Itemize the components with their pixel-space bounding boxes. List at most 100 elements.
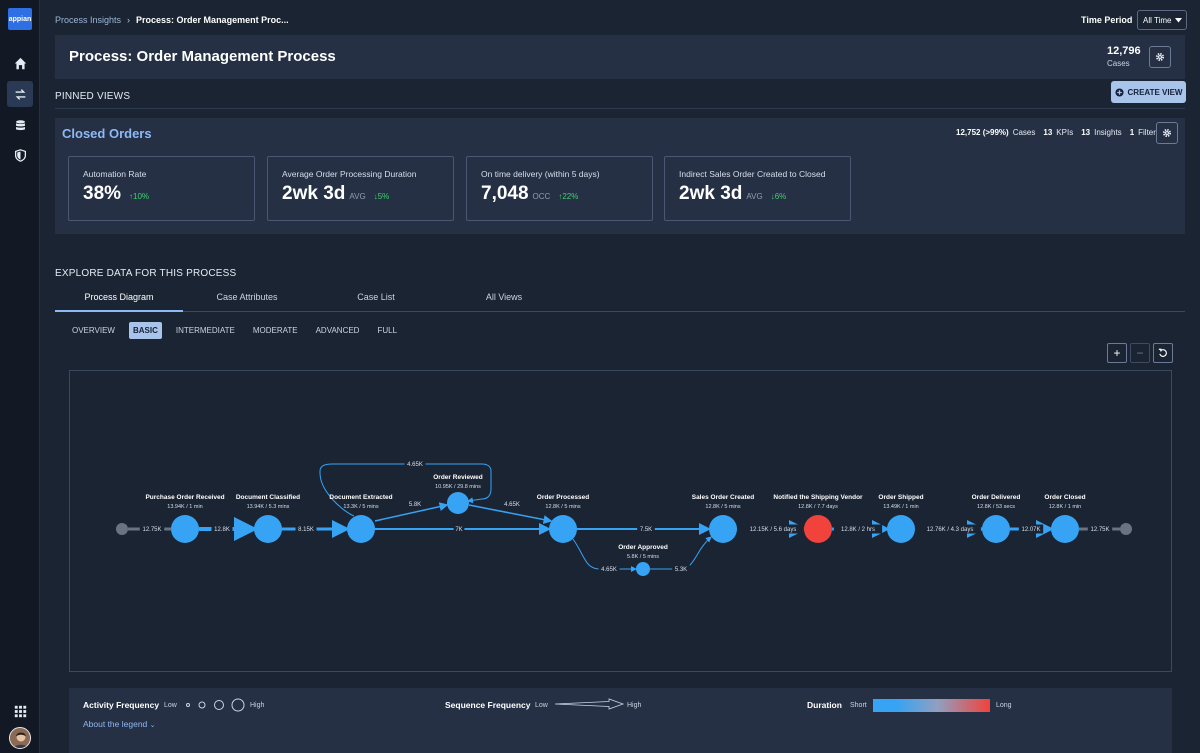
zoom-out-button[interactable]: −	[1130, 343, 1150, 363]
node-circle[interactable]	[636, 562, 650, 576]
home-icon[interactable]	[7, 50, 33, 76]
diagram-edge[interactable]: 4.65K	[468, 499, 553, 524]
node-circle[interactable]	[1120, 523, 1132, 535]
filters-stat-value: 1	[1129, 128, 1135, 137]
diagram-node[interactable]: Order Closed 12.8K / 1 min	[1044, 494, 1086, 543]
process-settings-button[interactable]	[1149, 46, 1171, 68]
diagram-node[interactable]: Sales Order Created 12.8K / 5 mins	[692, 494, 755, 543]
node-stats: 12.8K / 5 mins	[545, 504, 580, 510]
level-full[interactable]: FULL	[377, 326, 398, 335]
kpi-card[interactable]: Automation Rate 38% ↑10%	[68, 156, 255, 221]
diagram-edge[interactable]: 12.76K / 4.3 days	[915, 520, 985, 538]
node-circle[interactable]	[887, 515, 915, 543]
level-overview[interactable]: OVERVIEW	[72, 326, 115, 335]
diagram-node[interactable]: Order Processed 12.8K / 5 mins	[537, 494, 589, 543]
apps-grid-icon[interactable]	[7, 698, 33, 724]
diagram-edge[interactable]: 12.15K / 5.6 days	[737, 520, 807, 538]
level-moderate[interactable]: MODERATE	[252, 326, 298, 335]
activity-low-label: Low	[164, 702, 177, 709]
node-name: Order Shipped	[878, 494, 923, 501]
about-legend-link[interactable]: About the legend ⌄	[83, 719, 156, 729]
database-icon[interactable]	[7, 112, 33, 138]
about-legend-label: About the legend	[83, 719, 148, 729]
diagram-node[interactable]	[116, 523, 128, 535]
node-circle[interactable]	[804, 515, 832, 543]
diagram-node[interactable]: Document Extracted 13.3K / 5 mins	[329, 494, 393, 543]
breadcrumb-parent-link[interactable]: Process Insights	[55, 15, 122, 25]
time-period-select[interactable]: All Time	[1137, 10, 1187, 30]
diagram-edge[interactable]: 12.75K	[1079, 524, 1120, 534]
create-view-button[interactable]: CREATE VIEW	[1111, 81, 1186, 103]
edge-label-bg	[1018, 524, 1044, 534]
zoom-in-button[interactable]: +	[1107, 343, 1127, 363]
edge-label-bg	[406, 499, 424, 509]
edge-label-bg	[404, 459, 426, 469]
diagram-node[interactable]: Order Reviewed 10.95K / 29.8 mins	[433, 474, 483, 514]
kpi-card[interactable]: Indirect Sales Order Created to Closed 2…	[664, 156, 851, 221]
tab-case-attributes[interactable]: Case Attributes	[216, 292, 278, 302]
edge-label-bg	[919, 524, 981, 534]
gear-icon	[1155, 52, 1165, 62]
kpi-label: On time delivery (within 5 days)	[481, 169, 600, 179]
edge-label: 4.65K	[601, 567, 617, 573]
diagram-node[interactable]: Document Classified 13.94K / 5.3 mins	[236, 494, 300, 543]
edge-label-bg	[295, 524, 317, 534]
level-basic[interactable]: BASIC	[128, 322, 162, 339]
closed-orders-title[interactable]: Closed Orders	[62, 126, 152, 141]
node-circle[interactable]	[1051, 515, 1079, 543]
diagram-edge[interactable]: 12.07K	[1010, 520, 1054, 538]
diagram-edge[interactable]: 12.8K	[199, 517, 258, 541]
diagram-node[interactable]: Order Delivered 12.8K / 53 secs	[972, 494, 1021, 543]
reset-view-button[interactable]	[1153, 343, 1173, 363]
diagram-edge[interactable]: 12.75K	[128, 524, 171, 534]
diagram-node[interactable]: Order Shipped 13.49K / 1 min	[878, 494, 924, 543]
diagram-edge[interactable]: 12.8K / 2 hrs	[832, 520, 890, 538]
diagram-node[interactable]: Notified the Shipping Vendor 12.8K / 7.7 …	[773, 494, 863, 543]
node-circle[interactable]	[709, 515, 737, 543]
node-stats: 5.8K / 5 mins	[627, 554, 659, 560]
level-advanced[interactable]: ADVANCED	[315, 326, 360, 335]
shield-icon[interactable]	[7, 142, 33, 168]
closed-orders-panel: Closed Orders 12,752 (>99%) Cases 13 KPI…	[55, 118, 1185, 234]
diagram-edge[interactable]: 4.65K	[572, 538, 637, 574]
diagram-edge[interactable]: 4.65K	[319, 459, 492, 517]
diagram-edge[interactable]: 7.5K	[577, 523, 711, 535]
tab-process-diagram[interactable]: Process Diagram	[84, 292, 154, 302]
activity-size-scale	[186, 698, 245, 712]
node-name: Order Closed	[1044, 494, 1085, 501]
process-diagram[interactable]: 12.75K 12.8K 8.15K 5.8K 7K 4.65K 4.65K 7.5K 4.65…	[69, 370, 1172, 672]
kpi-delta: ↑10%	[129, 192, 150, 201]
diagram-node[interactable]	[1120, 523, 1132, 535]
user-avatar[interactable]	[9, 727, 31, 749]
node-name: Sales Order Created	[692, 494, 755, 501]
tab-all-views[interactable]: All Views	[485, 292, 523, 302]
node-circle[interactable]	[254, 515, 282, 543]
diagram-node[interactable]: Purchase Order Received 13.94K / 1 min	[145, 494, 225, 543]
kpis-stat-label: KPIs	[1056, 128, 1074, 137]
kpi-label: Average Order Processing Duration	[282, 169, 417, 179]
node-circle[interactable]	[447, 492, 469, 514]
tab-case-list[interactable]: Case List	[357, 292, 395, 302]
process-diagram-canvas[interactable]: 12.75K 12.8K 8.15K 5.8K 7K 4.65K 4.65K 7.5K 4.65…	[70, 371, 1173, 673]
diagram-node[interactable]: Order Approved 5.8K / 5 mins	[618, 544, 668, 576]
kpi-card[interactable]: Average Order Processing Duration 2wk 3d…	[267, 156, 454, 221]
insights-stat-label: Insights	[1094, 128, 1122, 137]
edge-label: 4.65K	[504, 502, 520, 508]
node-circle[interactable]	[116, 523, 128, 535]
node-circle[interactable]	[549, 515, 577, 543]
sequence-width-scale	[555, 698, 625, 710]
level-intermediate[interactable]: INTERMEDIATE	[175, 326, 235, 335]
edge-label: 8.15K	[298, 527, 314, 533]
diagram-edge[interactable]: 7K	[375, 523, 551, 535]
kpi-card[interactable]: On time delivery (within 5 days) 7,048 OC…	[466, 156, 653, 221]
view-settings-button[interactable]	[1156, 122, 1178, 144]
node-circle[interactable]	[347, 515, 375, 543]
appian-logo[interactable]: appian	[8, 8, 32, 30]
diagram-edge[interactable]: 5.8K	[374, 499, 449, 522]
duration-color-scale	[873, 699, 990, 712]
process-flow-icon[interactable]	[7, 81, 33, 107]
node-circle[interactable]	[171, 515, 199, 543]
node-circle[interactable]	[982, 515, 1010, 543]
diagram-edge[interactable]: 5.3K	[650, 536, 712, 574]
diagram-edge[interactable]: 8.15K	[282, 520, 350, 538]
